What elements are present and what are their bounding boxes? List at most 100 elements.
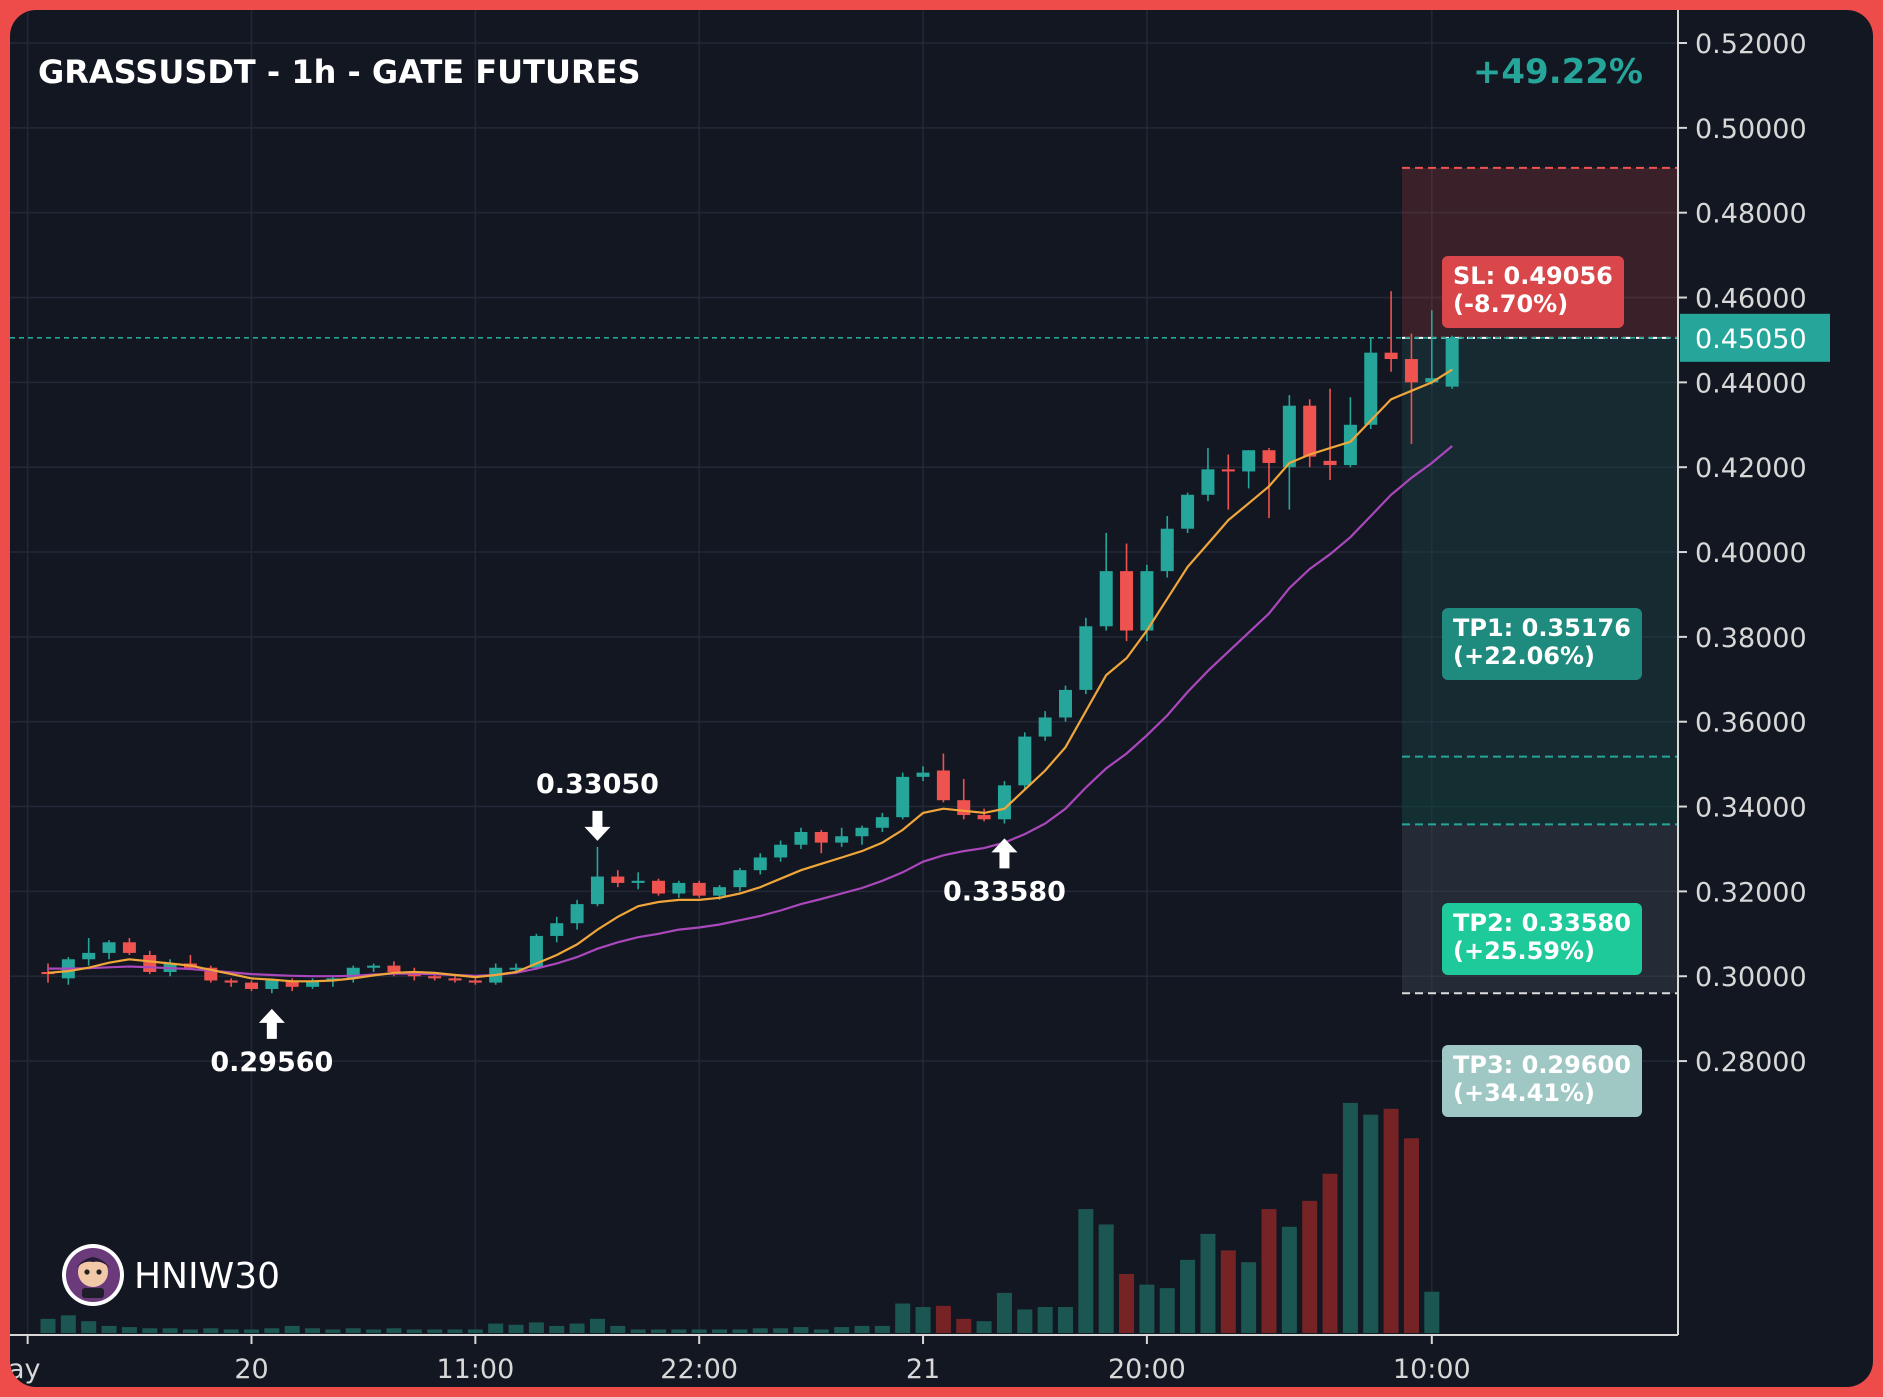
volume-bar bbox=[345, 1328, 361, 1333]
volume-bar bbox=[40, 1318, 56, 1333]
candle-body bbox=[1160, 528, 1174, 572]
candle-body bbox=[1059, 689, 1072, 718]
volume-bar bbox=[121, 1327, 137, 1333]
avatar-icon bbox=[62, 1244, 124, 1306]
candle-body bbox=[957, 800, 971, 816]
level-label-bg bbox=[1442, 608, 1642, 680]
volume-bar bbox=[1281, 1226, 1297, 1333]
volume-bar bbox=[854, 1325, 870, 1333]
candle-body bbox=[122, 942, 136, 953]
x-tick-label: 21 bbox=[906, 1354, 940, 1385]
volume-bar bbox=[1098, 1224, 1114, 1333]
candle-body bbox=[468, 980, 482, 983]
candle-body bbox=[896, 776, 910, 818]
level-label-text: TP1: 0.35176 bbox=[1453, 614, 1631, 642]
candle-body bbox=[1282, 405, 1296, 468]
candle-body bbox=[652, 880, 665, 894]
ma-fast-line bbox=[47, 368, 1453, 983]
volume-bar bbox=[773, 1328, 789, 1333]
candle-body bbox=[1038, 717, 1052, 737]
tp1-zone bbox=[1402, 337, 1678, 757]
candle-body bbox=[1079, 626, 1093, 690]
level-label-pct: (+22.06%) bbox=[1453, 642, 1595, 670]
candle-body bbox=[936, 770, 950, 801]
candle-body bbox=[1343, 424, 1357, 466]
candle-body bbox=[41, 971, 55, 975]
volume-bar bbox=[1363, 1114, 1379, 1333]
watermark: HNIW30 bbox=[62, 1244, 280, 1306]
level-labels: SL: 0.49056(-8.70%) TP1: 0.35176(+22.06%)… bbox=[1442, 256, 1642, 1117]
candle-body bbox=[1445, 337, 1459, 387]
volume-bar bbox=[1037, 1307, 1053, 1333]
volume-bar bbox=[691, 1329, 707, 1333]
chart-title: GRASSUSDT - 1h - GATE FUTURES bbox=[38, 53, 641, 91]
y-tick-label: 0.28000 bbox=[1695, 1047, 1807, 1078]
level-label-bg bbox=[1442, 903, 1642, 975]
candle-body bbox=[753, 857, 767, 871]
level-label-text: TP2: 0.33580 bbox=[1453, 909, 1631, 937]
candle-body bbox=[1303, 405, 1317, 457]
volume-bar bbox=[793, 1327, 809, 1333]
sl-label: SL: 0.49056(-8.70%) bbox=[1442, 256, 1624, 328]
y-tick-label: 0.44000 bbox=[1695, 368, 1807, 399]
volume-bars bbox=[40, 1102, 1440, 1333]
candle-body bbox=[346, 967, 360, 979]
volume-bar bbox=[1383, 1108, 1399, 1333]
candle-body bbox=[570, 904, 584, 924]
volume-bar bbox=[1058, 1307, 1073, 1333]
volume-bar bbox=[1302, 1200, 1318, 1333]
level-label-text: SL: 0.49056 bbox=[1453, 262, 1613, 290]
level-label-bg bbox=[1442, 256, 1624, 328]
volume-bar bbox=[1159, 1288, 1175, 1333]
candle-body bbox=[692, 882, 706, 896]
annotation-label: 0.33050 bbox=[536, 769, 659, 800]
volume-bar bbox=[935, 1305, 951, 1333]
volume-bar bbox=[223, 1329, 239, 1333]
volume-bar bbox=[671, 1329, 687, 1333]
level-label-text: TP3: 0.29600 bbox=[1453, 1051, 1631, 1079]
candle-body bbox=[774, 844, 788, 858]
candle-body bbox=[814, 832, 828, 843]
volume-bar bbox=[305, 1328, 321, 1333]
volume-bar bbox=[651, 1329, 666, 1333]
candle-body bbox=[713, 887, 727, 896]
volume-bar bbox=[406, 1329, 422, 1333]
volume-bar bbox=[752, 1328, 768, 1333]
x-tick-label: ay bbox=[10, 1354, 41, 1385]
tp2-zone bbox=[1402, 756, 1678, 825]
volume-bar bbox=[508, 1324, 524, 1333]
candle-body bbox=[387, 965, 401, 972]
level-label-pct: (+34.41%) bbox=[1453, 1079, 1595, 1107]
volume-bar bbox=[386, 1328, 402, 1333]
candle-body bbox=[1262, 450, 1276, 463]
volume-bar bbox=[1200, 1233, 1216, 1333]
price-chart[interactable]: 0.29560 0.33050 0.33580 SL: 0.49056(-8.70%… bbox=[10, 10, 1873, 1387]
volume-bar bbox=[834, 1327, 850, 1333]
volume-bar bbox=[1119, 1274, 1135, 1333]
change-percent: +49.22% bbox=[1473, 52, 1643, 92]
candle-body bbox=[875, 817, 889, 828]
candle-body bbox=[1323, 460, 1337, 466]
volume-bar bbox=[325, 1329, 341, 1333]
price-tag-text: 0.45050 bbox=[1695, 324, 1807, 355]
arrow-down-icon bbox=[584, 810, 611, 841]
candle-body bbox=[916, 772, 930, 777]
candle-body bbox=[509, 967, 523, 970]
candle-body bbox=[550, 923, 564, 936]
y-tick-label: 0.50000 bbox=[1695, 114, 1807, 145]
volume-bar bbox=[712, 1329, 728, 1333]
volume-bar bbox=[264, 1328, 280, 1333]
candle-body bbox=[428, 976, 442, 979]
volume-bar bbox=[915, 1307, 931, 1333]
candles bbox=[41, 291, 1459, 994]
candle-body bbox=[306, 980, 320, 987]
candle-body bbox=[1018, 736, 1032, 786]
volume-bar bbox=[1403, 1138, 1419, 1333]
candle-body bbox=[1242, 450, 1256, 472]
candle-body bbox=[611, 876, 625, 883]
volume-bar bbox=[589, 1318, 605, 1333]
candle-body bbox=[794, 832, 808, 845]
volume-bar bbox=[427, 1329, 443, 1333]
volume-bar bbox=[1342, 1102, 1358, 1333]
trade-zones bbox=[10, 166, 1678, 995]
